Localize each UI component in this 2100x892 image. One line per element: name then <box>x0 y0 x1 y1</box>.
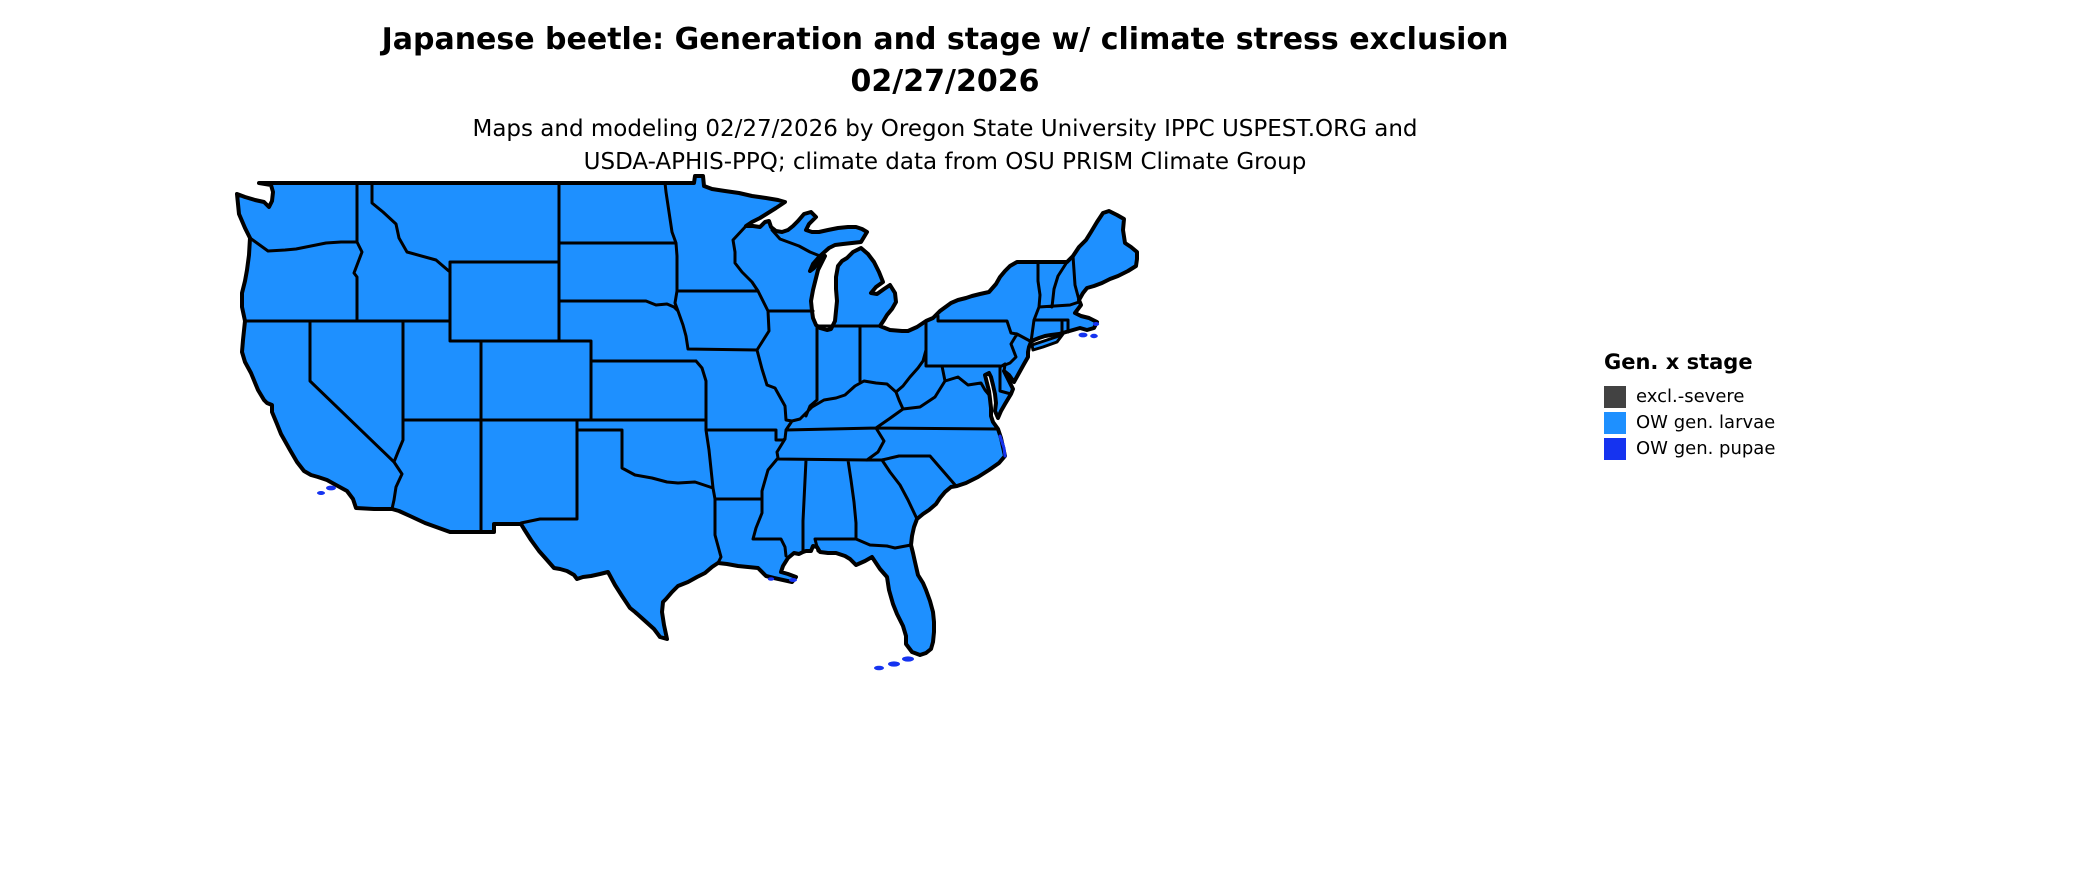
channel-island-patch <box>317 491 325 495</box>
legend-label: excl.-severe <box>1636 386 1745 407</box>
legend-swatch-excl-severe <box>1604 386 1626 408</box>
legend-swatch-ow-larvae <box>1604 412 1626 434</box>
la-delta-patch <box>789 578 797 582</box>
channel-island-patch <box>326 485 336 491</box>
legend: Gen. x stage excl.-severe OW gen. larvae… <box>1604 350 1775 464</box>
legend-swatch-ow-pupae <box>1604 438 1626 460</box>
page-title: Japanese beetle: Generation and stage w/… <box>381 22 1509 57</box>
outer-banks-patch <box>998 434 1007 458</box>
legend-title: Gen. x stage <box>1604 350 1753 374</box>
legend-label: OW gen. pupae <box>1636 438 1776 459</box>
nantucket-patch <box>1090 333 1098 339</box>
subtitle-line-1: Maps and modeling 02/27/2026 by Oregon S… <box>472 116 1418 142</box>
florida-keys-patch <box>888 661 900 667</box>
legend-label: OW gen. larvae <box>1636 412 1776 433</box>
page-title-date: 02/27/2026 <box>850 64 1040 99</box>
florida-keys-patch <box>902 656 914 662</box>
legend-item: OW gen. larvae <box>1604 412 1775 434</box>
la-delta-patch <box>767 577 775 581</box>
marthas-vineyard-patch <box>1078 332 1088 338</box>
us-landmass <box>235 174 1139 657</box>
subtitle-line-2: USDA-APHIS-PPQ; climate data from OSU PR… <box>583 149 1307 175</box>
legend-item: OW gen. pupae <box>1604 438 1775 460</box>
florida-keys-patch <box>874 665 884 671</box>
pupae-patches <box>317 322 1100 671</box>
cape-cod-tip-patch <box>1092 322 1100 326</box>
state-borders <box>243 181 1081 565</box>
long-island <box>1030 332 1065 352</box>
legend-item: excl.-severe <box>1604 386 1775 408</box>
